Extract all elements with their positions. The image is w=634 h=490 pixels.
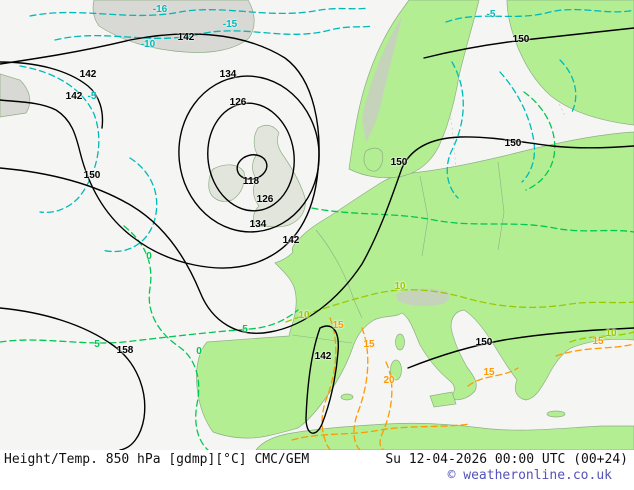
copyright-link[interactable]: © weatheronline.co.uk <box>447 468 612 483</box>
caption-bar: Height/Temp. 850 hPa [gdmp][°C] CMC/GEM … <box>0 450 634 490</box>
caption-row: Height/Temp. 850 hPa [gdmp][°C] CMC/GEM … <box>4 452 628 467</box>
map-svg <box>0 0 634 450</box>
copyright-row: © weatheronline.co.uk <box>4 468 628 483</box>
temp-contours-warm <box>291 317 634 450</box>
norway-mountains <box>362 16 402 142</box>
land-greenland-edge <box>0 73 31 118</box>
land-crete <box>546 410 566 418</box>
temp-contours-warm10 <box>285 289 634 343</box>
map-datetime: Su 12-04-2026 00:00 UTC (00+24) <box>385 452 628 467</box>
land-north-africa <box>255 422 634 450</box>
country-borders <box>291 161 505 344</box>
map-canvas: 142 142 142 134 126 118 126 134 142 150 150 150 150 1… <box>0 0 634 450</box>
land-great-britain <box>252 124 306 228</box>
alps <box>396 288 450 307</box>
land-sicily <box>429 391 457 408</box>
land-scandinavia <box>348 0 480 179</box>
terrain-shading <box>362 16 450 307</box>
land-denmark <box>363 147 384 172</box>
land-balearics <box>340 393 354 401</box>
land-corsica <box>395 333 405 351</box>
temp-contours-mild <box>0 91 634 450</box>
map-title: Height/Temp. 850 hPa [gdmp][°C] CMC/GEM <box>4 452 310 467</box>
height-contours <box>0 27 634 450</box>
land-sardinia <box>390 359 402 381</box>
